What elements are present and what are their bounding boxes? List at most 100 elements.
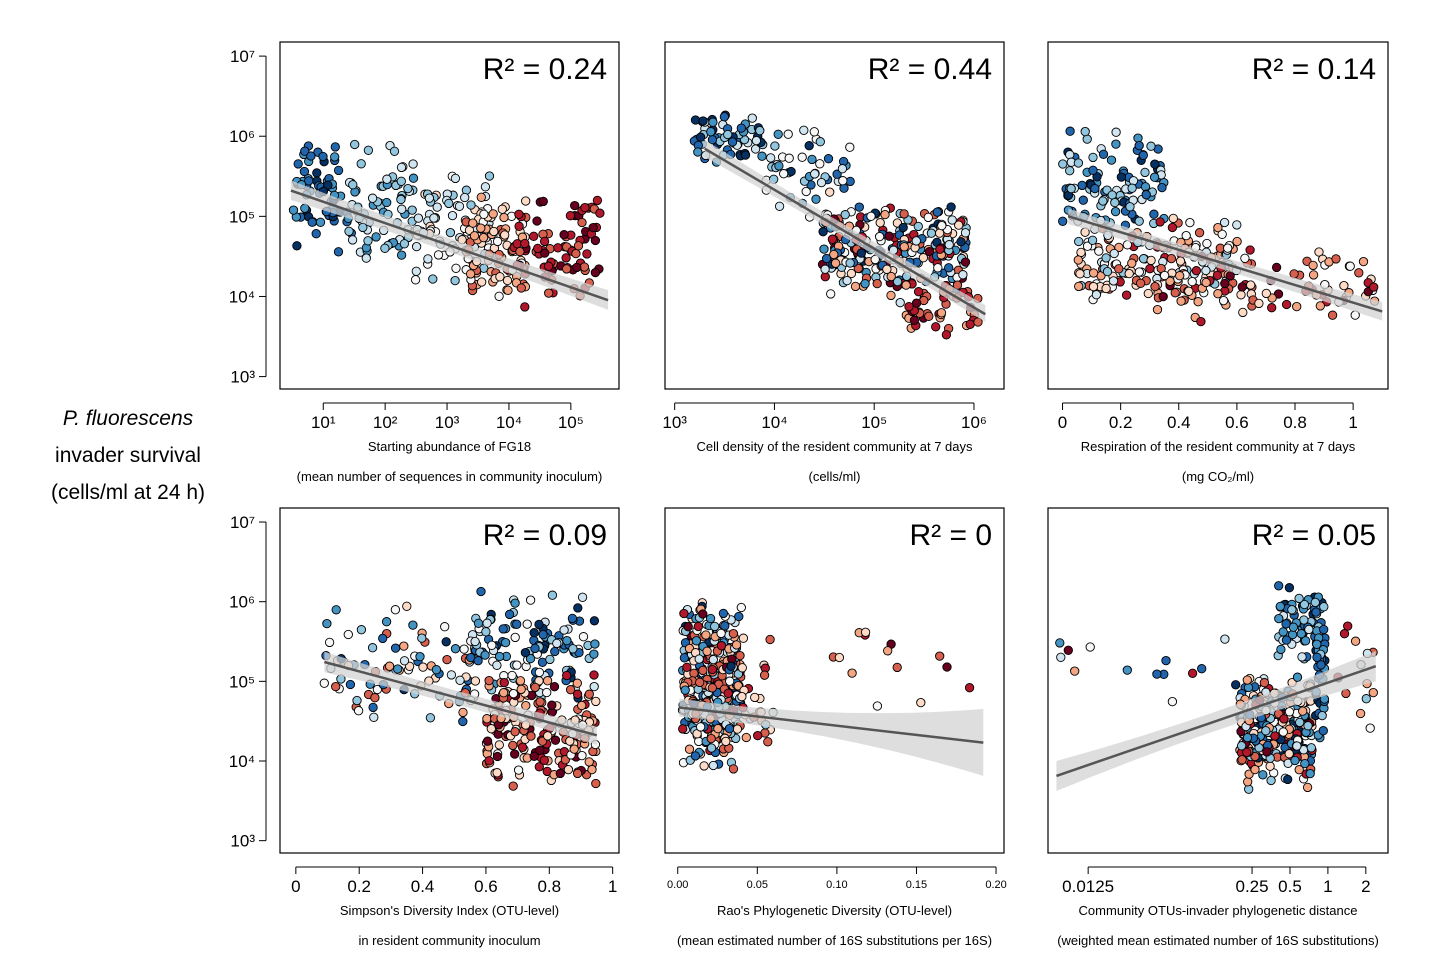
data-point [1299, 599, 1310, 610]
data-point [504, 609, 515, 620]
data-points [677, 598, 975, 774]
data-point [378, 633, 388, 644]
data-point [561, 253, 571, 263]
data-point [535, 745, 545, 755]
data-point [1058, 159, 1068, 169]
data-point [1271, 262, 1282, 273]
data-point [707, 135, 718, 145]
data-point [728, 628, 739, 639]
panel-3: R² = 0.14 0 0.2 0.4 0.6 0.8 1 Respiration of th… [1047, 41, 1389, 484]
data-point [384, 661, 395, 671]
data-point [343, 629, 353, 640]
data-point [1339, 629, 1350, 639]
data-point [883, 646, 893, 656]
data-point [550, 646, 560, 657]
data-point [1141, 190, 1151, 200]
data-point [363, 145, 374, 155]
data-point [315, 217, 326, 227]
data-point [396, 176, 406, 186]
data-point [707, 683, 717, 693]
x-axis-subtitle: (cells/ml) [809, 469, 861, 484]
data-point [508, 740, 518, 751]
data-point [1258, 770, 1268, 780]
data-point [956, 237, 966, 247]
data-point [720, 621, 730, 631]
data-point [530, 643, 540, 654]
y-axis: 10³ 10⁴ 10⁵ 10⁶ 10⁷ [229, 47, 267, 387]
data-point [1242, 747, 1252, 758]
data-point [570, 200, 580, 211]
data-point [1098, 149, 1109, 159]
r-squared-label: R² = 0.44 [868, 53, 992, 86]
data-point [495, 272, 505, 282]
data-point [1294, 765, 1304, 775]
data-point [898, 222, 908, 233]
data-point [482, 618, 492, 628]
data-point [1300, 636, 1311, 646]
data-point [363, 236, 373, 246]
data-point [408, 620, 418, 630]
data-point [415, 651, 425, 662]
data-point [479, 209, 489, 219]
panel-frame [664, 507, 1005, 854]
data-point [926, 228, 937, 238]
data-point [572, 678, 582, 688]
data-point [1146, 141, 1156, 151]
data-point [510, 749, 520, 759]
data-point [1090, 183, 1100, 194]
data-point [706, 733, 716, 744]
data-points [1055, 581, 1378, 794]
data-point [1243, 682, 1254, 693]
data-point [539, 755, 549, 765]
data-point [1193, 297, 1203, 307]
data-point [1150, 281, 1160, 292]
data-point [699, 761, 709, 771]
data-point [941, 330, 952, 340]
data-point [916, 697, 926, 708]
data-point [331, 605, 341, 615]
x-tick-label: 0.0125 [1062, 877, 1114, 896]
data-point [1088, 281, 1099, 292]
data-point [1168, 213, 1178, 224]
data-point [1345, 261, 1355, 271]
data-point [708, 654, 718, 665]
data-point [931, 322, 941, 332]
data-point [526, 731, 536, 741]
data-point [572, 768, 583, 779]
data-point [816, 177, 827, 188]
data-point [1294, 593, 1304, 604]
y-axis-line3: (cells/ml at 24 h) [50, 481, 206, 504]
data-point [1278, 627, 1288, 637]
x-axis-title: Starting abundance of FG18 [368, 439, 531, 454]
x-axis: 0.00 0.05 0.10 0.15 0.20 [667, 866, 1007, 891]
y-tick-label: 10⁶ [229, 127, 255, 146]
data-point [510, 598, 520, 608]
data-point [740, 150, 751, 160]
data-point [534, 619, 544, 630]
data-point [684, 744, 695, 754]
data-point [821, 253, 832, 264]
data-point [695, 722, 706, 732]
x-tick-label: 0.5 [1278, 877, 1302, 896]
data-point [1267, 303, 1277, 313]
data-point [481, 627, 491, 637]
data-point [293, 159, 303, 169]
data-point [345, 679, 356, 690]
x-axis-subtitle: (mean estimated number of 16S substituti… [677, 933, 992, 948]
data-point [701, 630, 711, 640]
data-point [1308, 260, 1318, 271]
data-point [960, 228, 971, 238]
data-point [590, 267, 601, 278]
data-point [1225, 271, 1235, 281]
data-point [487, 640, 497, 650]
data-point [810, 169, 820, 179]
data-point [1176, 296, 1186, 306]
data-point [1312, 652, 1322, 662]
data-point [500, 637, 511, 648]
data-point [547, 590, 558, 600]
data-point [1066, 183, 1076, 194]
data-point [1085, 642, 1095, 652]
data-point [494, 291, 504, 301]
data-point [543, 261, 554, 271]
data-point [892, 662, 902, 673]
